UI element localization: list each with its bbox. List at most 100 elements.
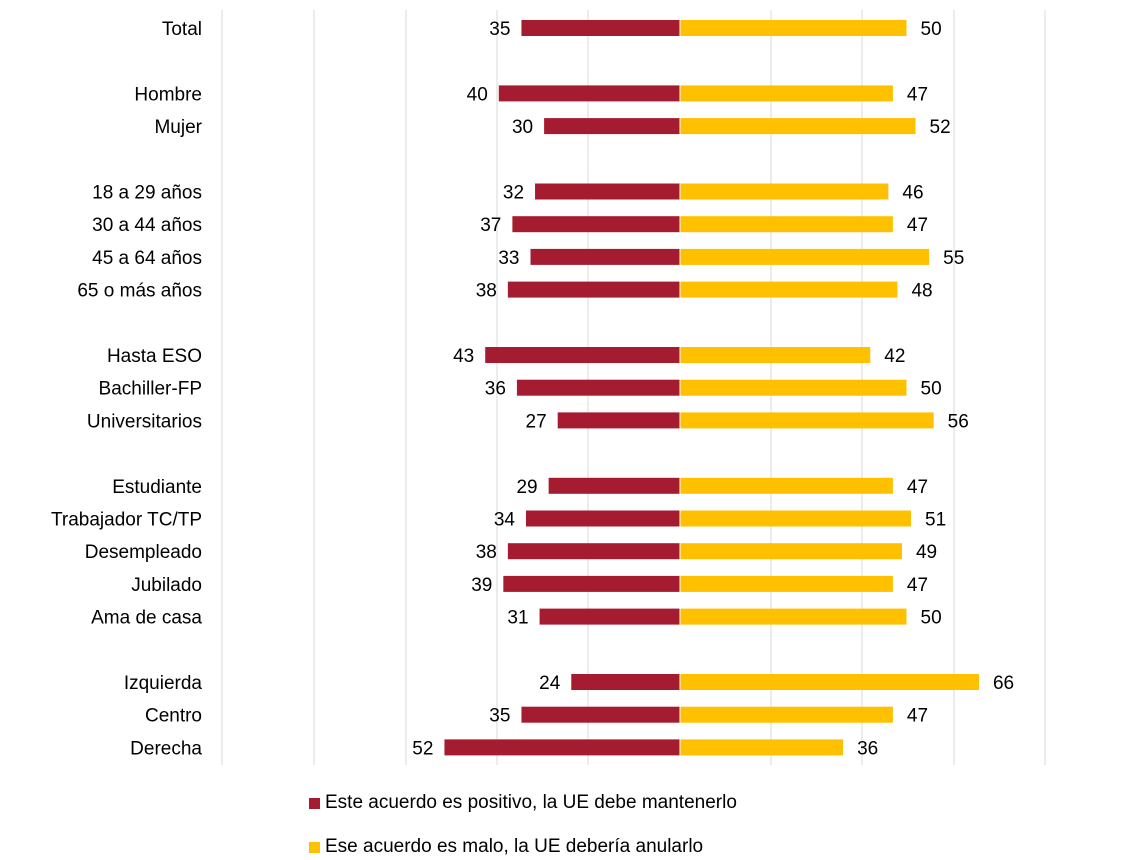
category-label: Mujer [154,117,202,138]
bar-negative [680,739,844,756]
bar-negative [680,608,907,625]
data-label-positive: 33 [498,248,519,269]
data-label-negative: 47 [907,84,928,105]
bar-negative [680,379,907,396]
data-label-positive: 40 [467,84,488,105]
data-label-negative: 47 [907,706,928,727]
bar-negative [680,347,871,363]
bar-negative [680,575,893,592]
bar-positive [498,85,680,102]
bar-negative [680,281,898,298]
data-label-positive: 35 [489,19,510,40]
bar-positive [507,543,680,560]
data-label-positive: 36 [485,379,506,400]
category-label: Trabajador TC/TP [51,510,202,531]
bar-positive [539,608,680,625]
data-label-negative: 66 [993,673,1014,694]
data-label-positive: 35 [489,706,510,727]
legend-label-negative: Ese acuerdo es malo, la UE debería anula… [325,836,704,857]
data-label-negative: 42 [884,346,905,367]
data-label-negative: 50 [921,19,942,40]
bar-positive [516,379,680,396]
data-label-negative: 48 [911,281,932,302]
data-label-positive: 34 [494,510,516,531]
legend-label-positive: Este acuerdo es positivo, la UE debe man… [325,792,737,813]
data-label-positive: 37 [480,215,501,236]
bar-negative [680,477,893,494]
data-label-negative: 50 [921,379,942,400]
category-label: Jubilado [131,575,202,596]
data-label-negative: 47 [907,575,928,596]
category-label: Centro [145,706,202,727]
bar-negative [680,674,979,690]
category-label: Total [162,19,202,40]
data-label-negative: 49 [916,542,937,563]
bar-negative [680,216,893,233]
bar-positive [544,118,680,135]
data-label-positive: 43 [453,346,474,367]
bar-negative [680,20,907,36]
data-label-positive: 29 [516,477,537,498]
category-label: Estudiante [112,477,202,498]
data-label-negative: 55 [943,248,964,269]
bar-positive [535,183,680,200]
category-label: 65 o más años [77,281,202,302]
data-label-negative: 47 [907,477,928,498]
data-label-negative: 51 [925,510,946,531]
data-labels: 35 50 40 47 30 52 32 46 37 47 33 55 38 48 43 42 36 50 27 56… [412,19,1014,759]
data-label-negative: 36 [857,738,878,759]
bar-negative [680,118,916,135]
bar-negative [680,248,930,265]
bar-negative [680,510,912,527]
bar-positive [548,477,680,494]
data-label-negative: 52 [930,117,951,138]
bar-negative [680,85,893,102]
data-label-positive: 27 [526,411,547,432]
category-label: 30 a 44 años [92,215,202,236]
legend-item-negative: Ese acuerdo es malo, la UE debería anula… [309,836,703,858]
category-label: 18 a 29 años [92,183,202,204]
bar-positive [525,510,680,527]
legend-swatch-positive [309,797,320,809]
data-label-positive: 31 [507,608,528,629]
bar-negative [680,412,934,429]
data-label-positive: 52 [412,738,433,759]
bars [444,10,979,765]
bar-negative [680,543,902,560]
category-label: Hasta ESO [107,346,202,367]
category-label: Universitarios [87,411,202,432]
category-label: Bachiller-FP [99,379,202,400]
data-label-negative: 47 [907,215,928,236]
bar-negative [680,183,889,200]
data-label-positive: 30 [512,117,533,138]
bar-positive [512,216,680,233]
bar-positive [444,739,680,756]
data-label-positive: 32 [503,183,524,204]
data-label-negative: 46 [902,183,923,204]
data-label-positive: 38 [476,281,497,302]
category-label: 45 a 64 años [92,248,202,269]
bar-positive [571,674,680,690]
legend-swatch-negative [309,841,320,853]
bar-positive [530,248,680,265]
data-label-negative: 50 [921,608,942,629]
bar-positive [503,575,680,592]
category-labels: Total Hombre Mujer 18 a 29 años 30 a 44 años… [51,19,203,759]
data-label-positive: 38 [476,542,497,563]
bar-positive [485,347,680,363]
data-label-negative: 56 [948,411,969,432]
data-label-positive: 24 [539,673,561,694]
category-label: Izquierda [124,673,203,694]
bar-positive [521,706,680,723]
bar-negative [680,706,893,723]
bar-positive [521,20,680,36]
category-label: Ama de casa [91,608,202,629]
bar-positive [507,281,680,298]
bar-positive [557,412,680,429]
legend-item-positive: Este acuerdo es positivo, la UE debe man… [309,792,737,814]
category-label: Derecha [130,738,202,759]
category-label: Hombre [134,84,202,105]
diverging-bar-chart: 35 50 40 47 30 52 32 46 37 47 33 55 38 48 43 42 36 50 27 56… [51,10,1046,765]
data-label-positive: 39 [471,575,492,596]
category-label: Desempleado [85,542,202,563]
